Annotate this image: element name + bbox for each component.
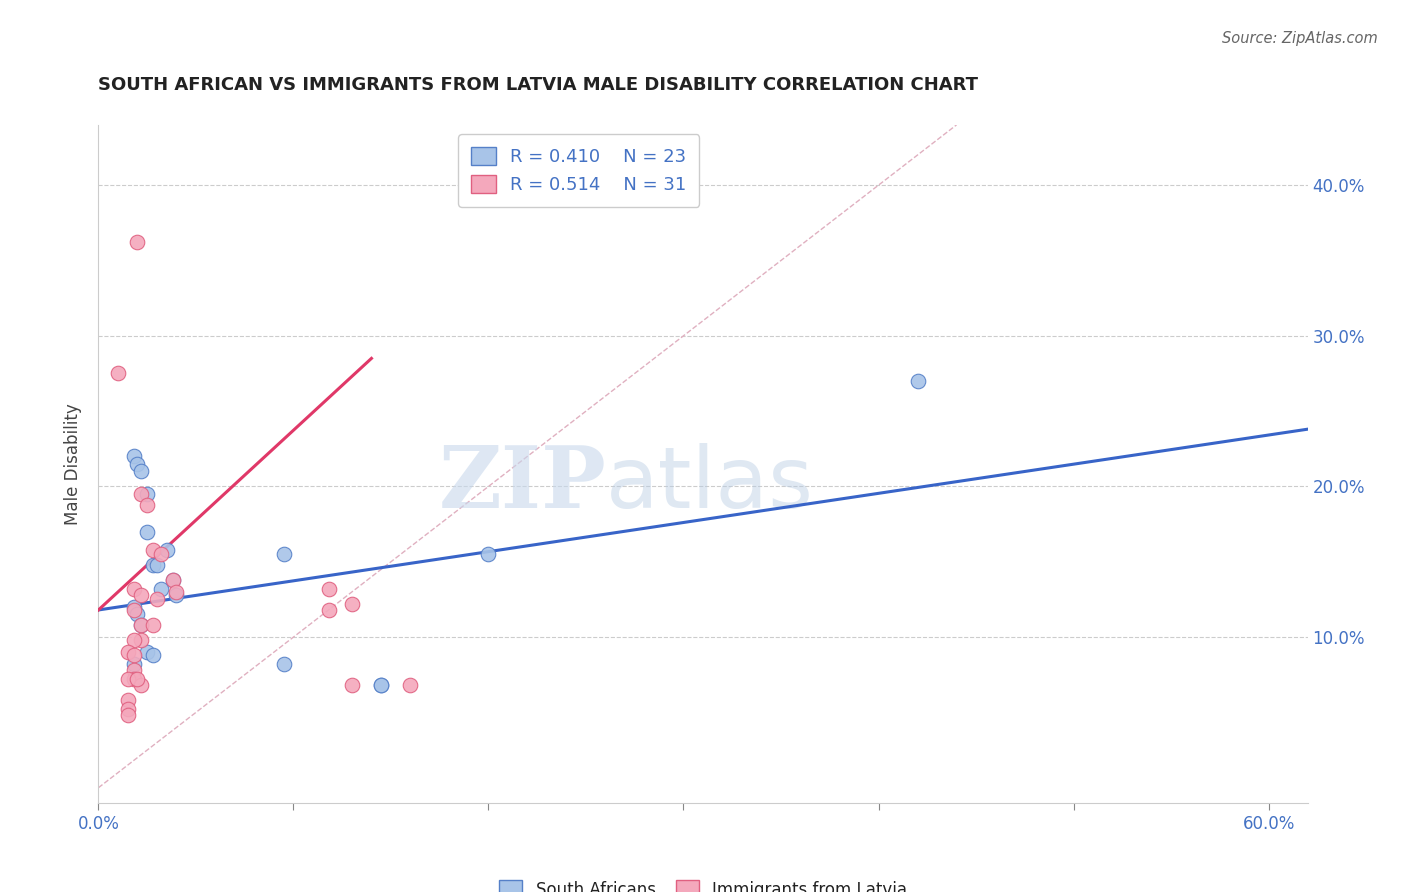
Point (122, 663, 145, 677)
Legend: South Africans, Immigrants from Latvia: South Africans, Immigrants from Latvia (491, 872, 915, 892)
Point (131, 487, 153, 501)
Point (131, 588, 153, 602)
Point (131, 678, 153, 692)
Point (149, 547, 172, 561)
Point (477, 547, 499, 561)
Point (117, 708, 139, 723)
Point (273, 547, 295, 561)
Point (340, 597, 363, 611)
Point (318, 582, 340, 596)
Point (146, 592, 169, 607)
Point (131, 618, 153, 632)
Point (142, 618, 165, 632)
Point (165, 585, 187, 599)
Point (399, 678, 422, 692)
Point (273, 657, 295, 672)
Point (127, 673, 149, 687)
Point (162, 573, 184, 587)
Point (162, 573, 184, 587)
Point (370, 678, 392, 692)
Point (122, 673, 145, 687)
Point (122, 648, 145, 662)
Point (117, 673, 139, 687)
Point (142, 558, 165, 572)
Point (122, 582, 145, 596)
Point (340, 678, 363, 692)
Point (142, 648, 165, 662)
Y-axis label: Male Disability: Male Disability (65, 403, 83, 524)
Point (122, 657, 145, 672)
Point (156, 542, 179, 557)
Point (107, 367, 129, 381)
Point (127, 457, 149, 471)
Point (136, 487, 159, 501)
Point (117, 645, 139, 659)
Point (122, 633, 145, 648)
Point (907, 374, 929, 388)
Text: Source: ZipAtlas.com: Source: ZipAtlas.com (1222, 31, 1378, 46)
Point (131, 633, 153, 648)
Point (165, 588, 187, 602)
Text: SOUTH AFRICAN VS IMMIGRANTS FROM LATVIA MALE DISABILITY CORRELATION CHART: SOUTH AFRICAN VS IMMIGRANTS FROM LATVIA … (98, 76, 979, 94)
Text: ZIP: ZIP (439, 442, 606, 526)
Point (136, 498, 159, 512)
Point (146, 558, 169, 572)
Point (117, 693, 139, 707)
Point (131, 464, 153, 478)
Point (122, 603, 145, 617)
Point (131, 618, 153, 632)
Point (370, 678, 392, 692)
Point (117, 702, 139, 716)
Point (122, 599, 145, 614)
Point (127, 235, 149, 250)
Point (149, 582, 172, 596)
Point (127, 607, 149, 622)
Text: atlas: atlas (606, 442, 814, 525)
Point (136, 645, 159, 659)
Point (318, 603, 340, 617)
Point (136, 524, 159, 539)
Point (142, 542, 165, 557)
Point (122, 450, 145, 464)
